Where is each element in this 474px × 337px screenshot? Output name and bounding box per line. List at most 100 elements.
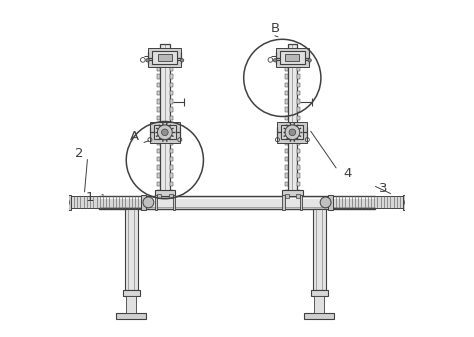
Bar	[148, 48, 182, 67]
Bar	[297, 66, 300, 71]
Bar	[297, 91, 300, 95]
Bar	[157, 66, 160, 71]
Bar	[157, 74, 160, 79]
Bar	[152, 51, 177, 64]
Bar	[157, 116, 160, 120]
Bar	[66, 195, 71, 210]
Bar	[170, 182, 173, 186]
Text: 3: 3	[379, 182, 387, 195]
Bar	[297, 124, 300, 128]
Bar	[297, 157, 300, 161]
Bar	[297, 132, 300, 137]
Bar	[285, 66, 288, 71]
Bar	[285, 91, 288, 95]
Bar	[157, 173, 160, 178]
Bar	[157, 124, 160, 128]
Bar	[157, 91, 160, 95]
Bar	[403, 195, 408, 210]
Bar	[170, 74, 173, 79]
Bar	[170, 141, 173, 145]
Bar	[155, 190, 175, 196]
Circle shape	[146, 59, 149, 62]
Circle shape	[157, 125, 172, 140]
Bar	[284, 194, 289, 198]
Bar	[125, 209, 137, 290]
Bar	[285, 132, 288, 137]
Bar	[170, 116, 173, 120]
Bar	[170, 58, 173, 62]
Bar	[277, 122, 307, 143]
Circle shape	[58, 197, 69, 208]
Bar	[297, 149, 300, 153]
Text: 1: 1	[85, 190, 93, 204]
Bar	[155, 194, 157, 210]
Bar	[285, 173, 288, 178]
Bar	[170, 99, 173, 104]
Bar	[285, 190, 288, 194]
Circle shape	[289, 129, 296, 135]
Text: 2: 2	[75, 147, 83, 160]
Bar	[304, 313, 334, 319]
Bar	[170, 173, 173, 178]
Bar	[157, 132, 160, 137]
Bar	[333, 196, 403, 209]
Bar	[282, 125, 303, 140]
Bar	[297, 182, 300, 186]
Circle shape	[143, 197, 154, 208]
Bar	[157, 149, 160, 153]
Bar	[169, 194, 173, 198]
Bar	[150, 122, 180, 143]
Bar	[157, 58, 160, 62]
Bar	[100, 196, 374, 209]
Bar	[297, 108, 300, 112]
Bar	[170, 66, 173, 71]
Bar	[296, 194, 300, 198]
Bar	[313, 209, 326, 290]
Circle shape	[162, 129, 168, 135]
Bar	[280, 51, 305, 64]
Bar	[157, 182, 160, 186]
Bar	[157, 50, 160, 54]
Bar	[170, 190, 173, 194]
Circle shape	[308, 59, 311, 62]
Circle shape	[320, 197, 331, 208]
Bar	[170, 132, 173, 137]
Bar	[116, 313, 146, 319]
Bar	[170, 108, 173, 112]
Circle shape	[285, 125, 300, 140]
Bar	[173, 194, 175, 210]
Bar	[285, 74, 288, 79]
Bar	[157, 141, 160, 145]
Bar	[276, 48, 309, 67]
Bar	[170, 157, 173, 161]
Bar	[170, 149, 173, 153]
Text: 4: 4	[344, 167, 352, 180]
Bar	[328, 195, 333, 210]
Bar	[285, 54, 300, 61]
Bar	[297, 141, 300, 145]
Bar	[285, 83, 288, 87]
Bar	[285, 149, 288, 153]
Bar	[158, 54, 172, 61]
Bar	[157, 165, 160, 170]
Circle shape	[181, 59, 184, 62]
Bar	[157, 99, 160, 104]
Bar	[71, 196, 141, 209]
Bar	[157, 83, 160, 87]
Bar	[300, 194, 302, 210]
Bar	[297, 116, 300, 120]
Bar	[285, 157, 288, 161]
Bar	[297, 99, 300, 104]
Bar	[285, 58, 288, 62]
Circle shape	[405, 197, 416, 208]
Circle shape	[273, 59, 277, 62]
Bar	[283, 194, 285, 210]
Bar	[126, 296, 137, 313]
Bar	[297, 58, 300, 62]
Bar	[157, 157, 160, 161]
Bar	[285, 182, 288, 186]
Bar	[297, 173, 300, 178]
Bar	[157, 194, 161, 198]
Bar	[141, 195, 146, 210]
Bar	[160, 44, 170, 196]
